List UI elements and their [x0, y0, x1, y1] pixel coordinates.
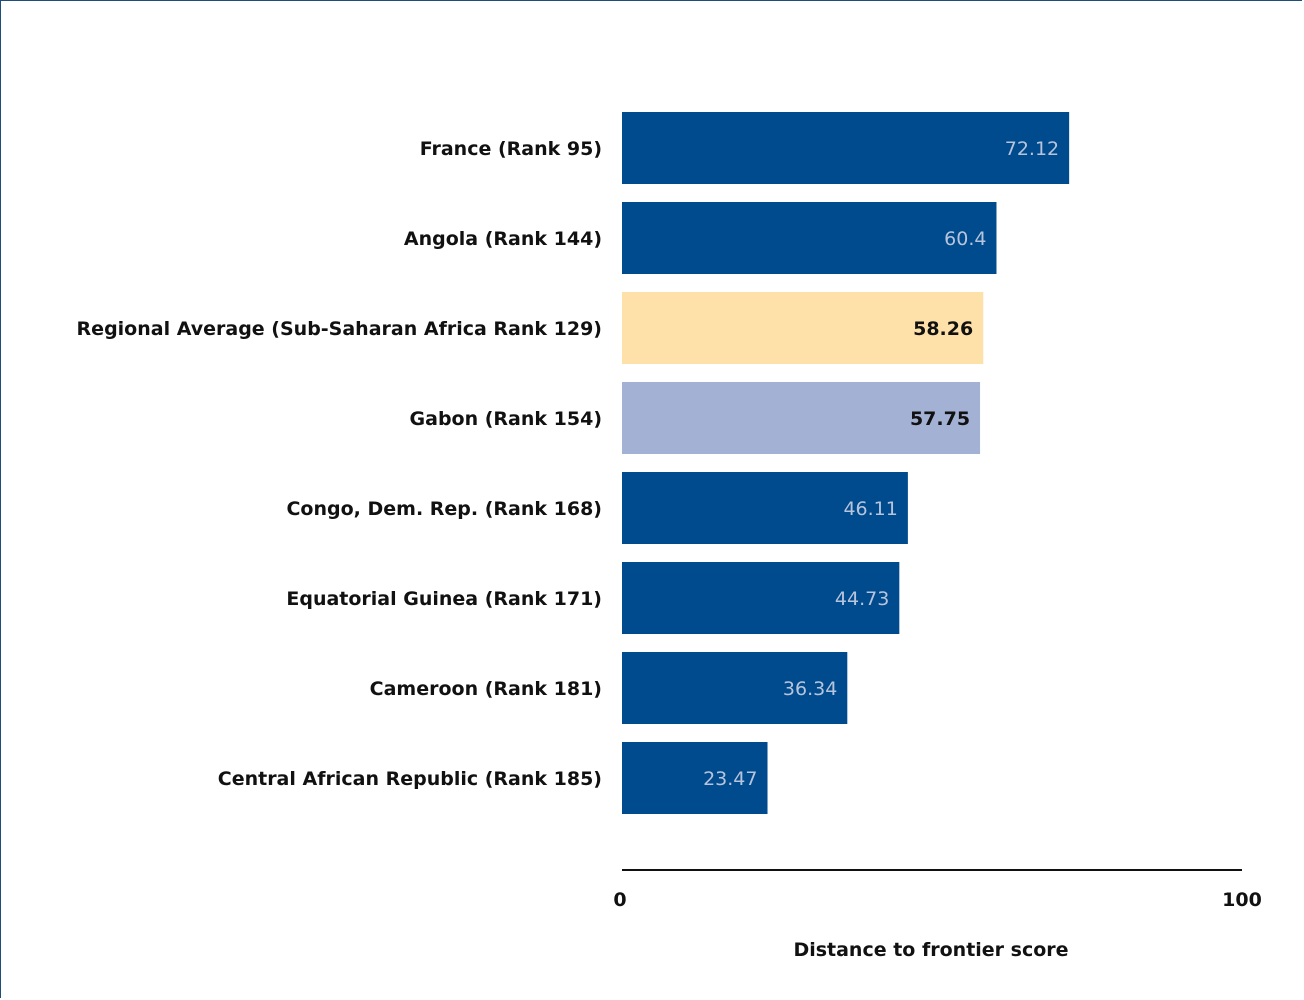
value-label: 46.11	[843, 498, 897, 520]
bars-group: France (Rank 95) 72.12 Angola (Rank 144) 60…	[77, 112, 1070, 814]
value-label: 23.47	[703, 768, 757, 790]
category-label: Congo, Dem. Rep. (Rank 168)	[286, 498, 602, 520]
value-label: 57.75	[910, 408, 970, 430]
category-label: Equatorial Guinea (Rank 171)	[286, 588, 602, 610]
x-tick-label: 100	[1222, 889, 1262, 911]
value-label: 36.34	[783, 678, 837, 700]
category-label: France (Rank 95)	[420, 138, 602, 160]
category-label: Cameroon (Rank 181)	[370, 678, 602, 700]
x-tick-label: 0	[613, 889, 626, 911]
bar	[622, 382, 981, 454]
value-label: 60.4	[944, 228, 986, 250]
category-label: Gabon (Rank 154)	[410, 408, 602, 430]
value-label: 44.73	[835, 588, 889, 610]
bar	[622, 652, 848, 724]
category-label: Regional Average (Sub-Saharan Africa Ran…	[77, 318, 602, 340]
bar	[622, 202, 997, 274]
value-label: 58.26	[913, 318, 973, 340]
bar	[622, 472, 908, 544]
category-label: Angola (Rank 144)	[404, 228, 602, 250]
bar	[622, 562, 900, 634]
value-label: 72.12	[1005, 138, 1059, 160]
category-label: Central African Republic (Rank 185)	[218, 768, 602, 790]
x-axis-label: Distance to frontier score	[793, 939, 1068, 961]
bar	[622, 112, 1070, 184]
bar	[622, 292, 984, 364]
bar	[622, 742, 768, 814]
